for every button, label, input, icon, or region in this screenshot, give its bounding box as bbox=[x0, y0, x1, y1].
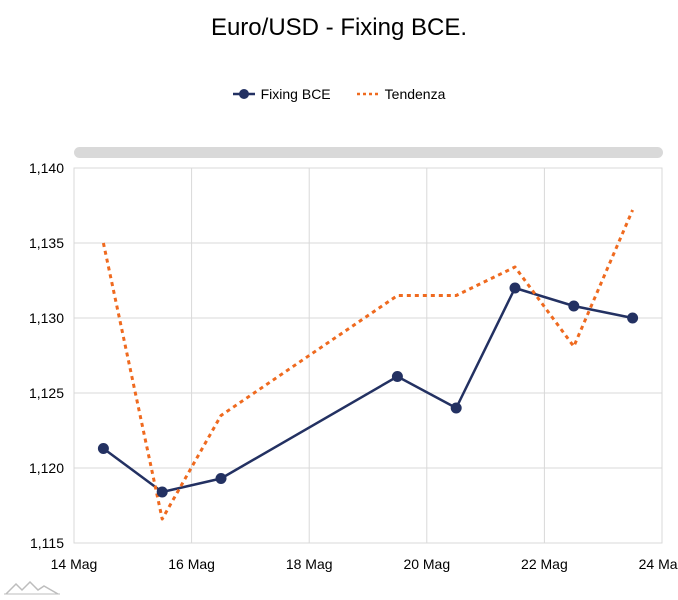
data-point-fixing-bce bbox=[509, 282, 521, 294]
x-tick-label: 24 Mag bbox=[639, 556, 678, 572]
x-tick-label: 20 Mag bbox=[403, 556, 450, 572]
legend-label-tendenza: Tendenza bbox=[384, 86, 446, 102]
y-tick-label: 1,125 bbox=[29, 385, 64, 401]
x-tick-label: 18 Mag bbox=[286, 556, 333, 572]
data-point-fixing-bce bbox=[568, 300, 580, 312]
data-point-fixing-bce bbox=[450, 402, 462, 414]
series-line-tendenza bbox=[101, 209, 634, 521]
solid-line-marker-icon bbox=[232, 89, 255, 99]
y-tick-label: 1,140 bbox=[29, 160, 64, 176]
dashed-line-icon bbox=[356, 92, 379, 96]
data-point-fixing-bce bbox=[97, 443, 109, 454]
chart-scrollbar[interactable] bbox=[74, 147, 663, 158]
chart-title: Euro/USD - Fixing BCE. bbox=[210, 14, 468, 41]
data-point-fixing-bce bbox=[627, 312, 639, 324]
data-point-fixing-bce bbox=[391, 371, 403, 382]
y-tick-label: 1,130 bbox=[29, 310, 64, 326]
x-tick-label: 16 Mag bbox=[168, 556, 215, 572]
data-point-fixing-bce bbox=[156, 486, 168, 498]
x-tick-label: 14 Mag bbox=[51, 556, 98, 572]
data-point-fixing-bce bbox=[215, 473, 227, 484]
y-tick-label: 1,135 bbox=[29, 235, 64, 251]
x-tick-label: 22 Mag bbox=[521, 556, 568, 572]
series-line-fixing-bce bbox=[102, 286, 633, 494]
legend-item-fixing-bce[interactable]: Fixing BCE bbox=[232, 86, 331, 102]
legend-item-tendenza[interactable]: Tendenza bbox=[356, 86, 446, 102]
legend: Fixing BCE Tendenza bbox=[0, 86, 678, 102]
chart-library-logo-icon bbox=[4, 580, 60, 595]
legend-label-fixing-bce: Fixing BCE bbox=[260, 86, 331, 102]
y-tick-label: 1,120 bbox=[29, 460, 64, 476]
y-tick-label: 1,115 bbox=[30, 535, 64, 551]
